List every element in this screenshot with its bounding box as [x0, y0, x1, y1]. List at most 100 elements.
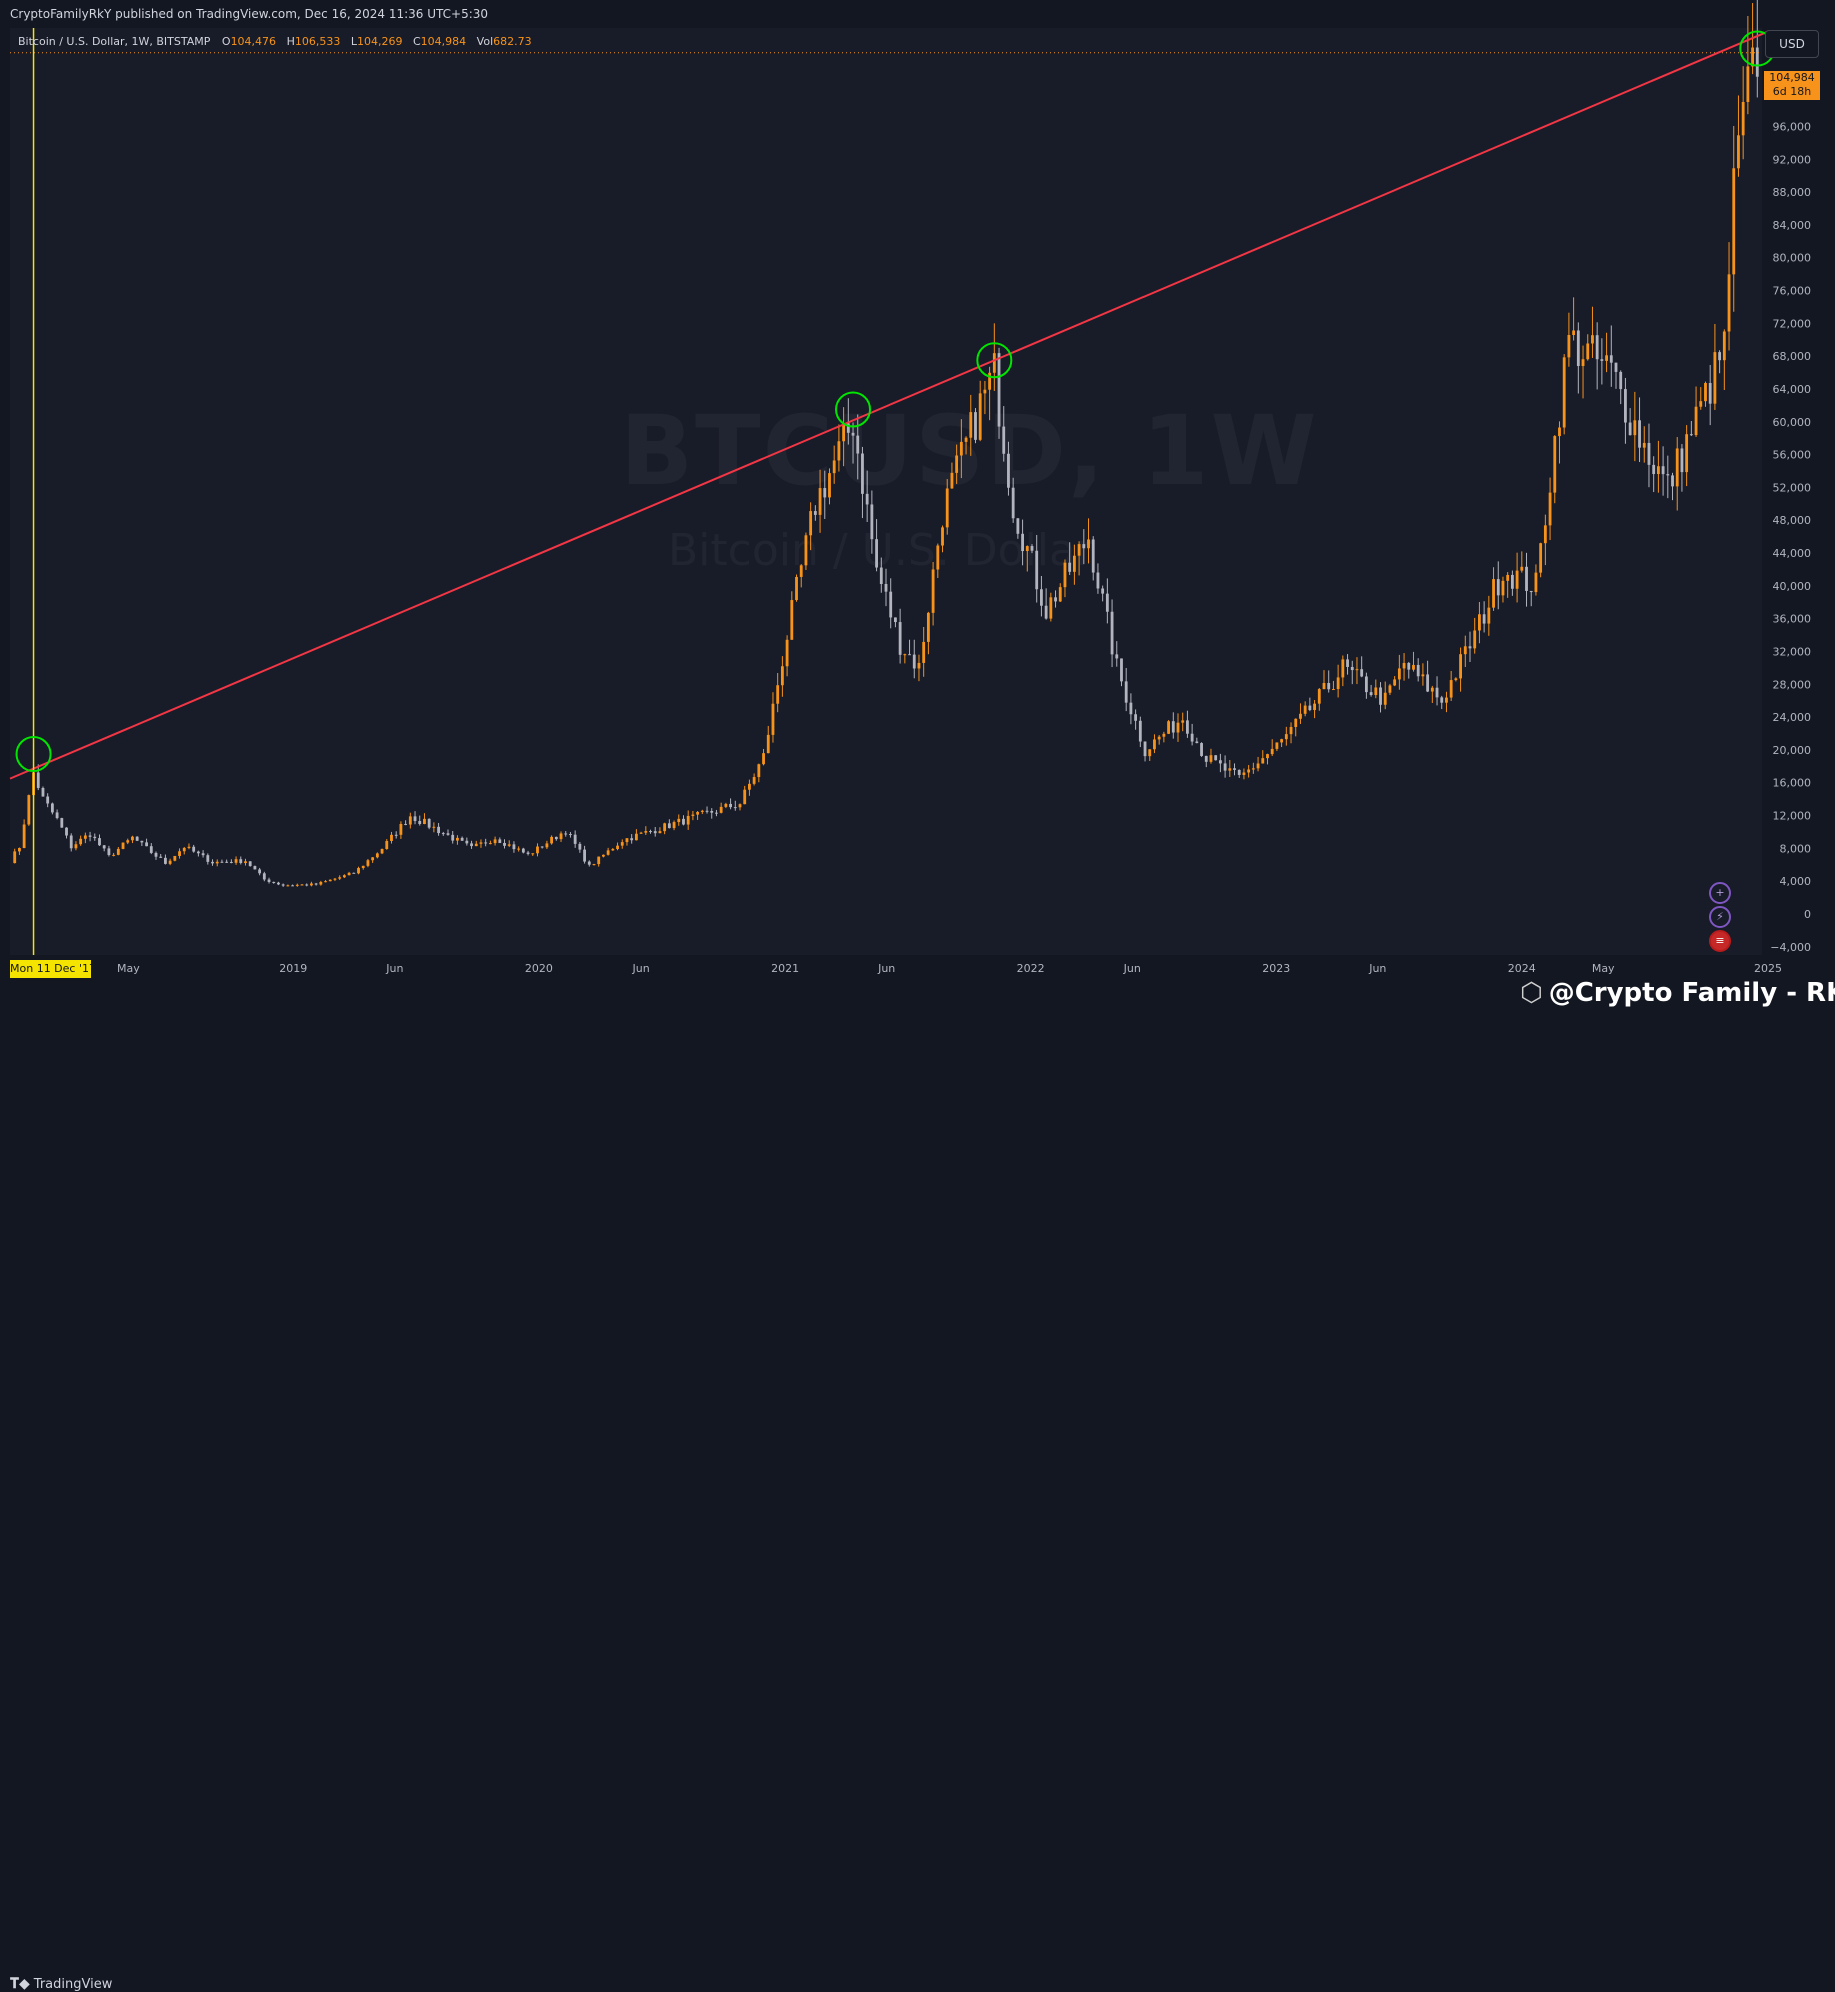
candle-body: [1614, 362, 1618, 372]
legend-low-value: 104,269: [356, 35, 403, 48]
candle-body: [743, 789, 747, 805]
candle-body: [988, 372, 992, 390]
candle-body: [1388, 685, 1392, 693]
y-tick-label: 24,000: [1773, 711, 1812, 724]
candle-body: [1134, 714, 1138, 721]
candle-body: [1572, 330, 1576, 336]
candle-body: [13, 851, 17, 864]
candle-body: [1680, 448, 1684, 473]
candle-body: [1181, 720, 1185, 723]
y-tick-label: 32,000: [1773, 645, 1812, 658]
candle-body: [1543, 525, 1547, 544]
x-tick-label: Jun: [632, 962, 650, 975]
candle-body: [1190, 733, 1194, 742]
candle-body: [512, 844, 516, 850]
currency-button[interactable]: USD: [1765, 30, 1819, 58]
candle-body: [229, 861, 233, 863]
candle-body: [1633, 420, 1637, 436]
candle-body: [1412, 664, 1415, 670]
candle-body: [1153, 739, 1156, 750]
candle-body: [724, 803, 728, 807]
candle-body: [620, 842, 624, 846]
candle-body: [41, 787, 45, 797]
candle-body: [696, 811, 700, 815]
candle-body: [474, 843, 478, 847]
candle-body: [856, 435, 860, 454]
candle-body: [809, 511, 813, 536]
candle-body: [1035, 550, 1039, 590]
lightning-icon[interactable]: ⚡: [1709, 906, 1731, 928]
y-tick-label: 60,000: [1773, 416, 1812, 429]
candle-body: [1642, 442, 1646, 448]
price-chart[interactable]: 100,00096,00092,00088,00084,00080,00076,…: [0, 0, 1835, 1018]
candle-body: [945, 488, 949, 528]
candle-body: [286, 885, 290, 887]
candle-body: [107, 848, 111, 855]
candle-body: [762, 753, 765, 765]
candle-body: [898, 622, 902, 655]
candle-body: [295, 884, 299, 886]
candle-body: [126, 840, 130, 843]
tradingview-logo[interactable]: 𝐓◆ TradingView: [10, 1976, 112, 1992]
candle-body: [159, 856, 163, 858]
candle-body: [521, 848, 525, 853]
candle-body: [201, 853, 205, 856]
candle-body: [55, 812, 59, 819]
candle-body: [1256, 763, 1260, 769]
candle-body: [1496, 579, 1500, 596]
x-tick-label: 2023: [1262, 962, 1290, 975]
us-flag-icon[interactable]: ≡: [1709, 930, 1731, 952]
candle-body: [1110, 611, 1114, 655]
candle-body: [941, 527, 944, 546]
candle-body: [1732, 168, 1736, 275]
resistance-trendline: [9, 31, 1768, 780]
candle-body: [1040, 589, 1043, 606]
candle-body: [1355, 669, 1359, 671]
crosshair-plus-icon[interactable]: +: [1709, 882, 1731, 904]
chart-panel[interactable]: [10, 28, 1762, 983]
candle-body: [997, 353, 1001, 427]
candle-body: [1506, 574, 1510, 581]
candle-body: [795, 576, 798, 601]
candle-body: [1576, 330, 1580, 367]
candle-body: [1101, 588, 1105, 594]
candle-body: [818, 488, 822, 515]
y-tick-label: 0: [1804, 908, 1811, 921]
candle-body: [314, 883, 318, 885]
candle-body: [550, 836, 554, 844]
candle-body: [889, 591, 893, 618]
candle-body: [121, 842, 125, 849]
candle-body: [1694, 406, 1698, 436]
tradingview-logo-text: TradingView: [33, 1977, 113, 1992]
candle-body: [1501, 580, 1505, 596]
candle-body: [418, 820, 422, 825]
candle-body: [1327, 683, 1331, 690]
candle-body: [992, 353, 996, 373]
x-tick-label: 2022: [1017, 962, 1045, 975]
candle-body: [1284, 734, 1288, 740]
chart-legend: Bitcoin / U.S. Dollar, 1W, BITSTAMP O104…: [18, 35, 539, 48]
candle-body: [1082, 544, 1086, 549]
candle-body: [441, 833, 445, 835]
candle-body: [719, 806, 723, 813]
candle-body: [780, 666, 784, 686]
candle-body: [427, 818, 431, 828]
candle-body: [50, 803, 54, 813]
candle-body: [1647, 442, 1651, 465]
candle-body: [1379, 687, 1382, 705]
candle-body: [22, 824, 26, 848]
candle-body: [1063, 562, 1067, 588]
candle-body: [1233, 768, 1236, 770]
candle-body: [479, 842, 483, 844]
candle-body: [658, 831, 662, 834]
share-icon: ⬡: [1520, 978, 1543, 1008]
candle-body: [578, 843, 582, 850]
tradingview-logo-icon: 𝐓◆: [10, 1976, 30, 1992]
candle-body: [1562, 357, 1566, 428]
candle-body: [239, 859, 243, 864]
candle-body: [1661, 466, 1665, 475]
highlight-circle: [976, 342, 1013, 379]
candle-body: [361, 865, 365, 869]
candle-body: [1261, 758, 1265, 764]
y-tick-label: 48,000: [1773, 514, 1812, 527]
